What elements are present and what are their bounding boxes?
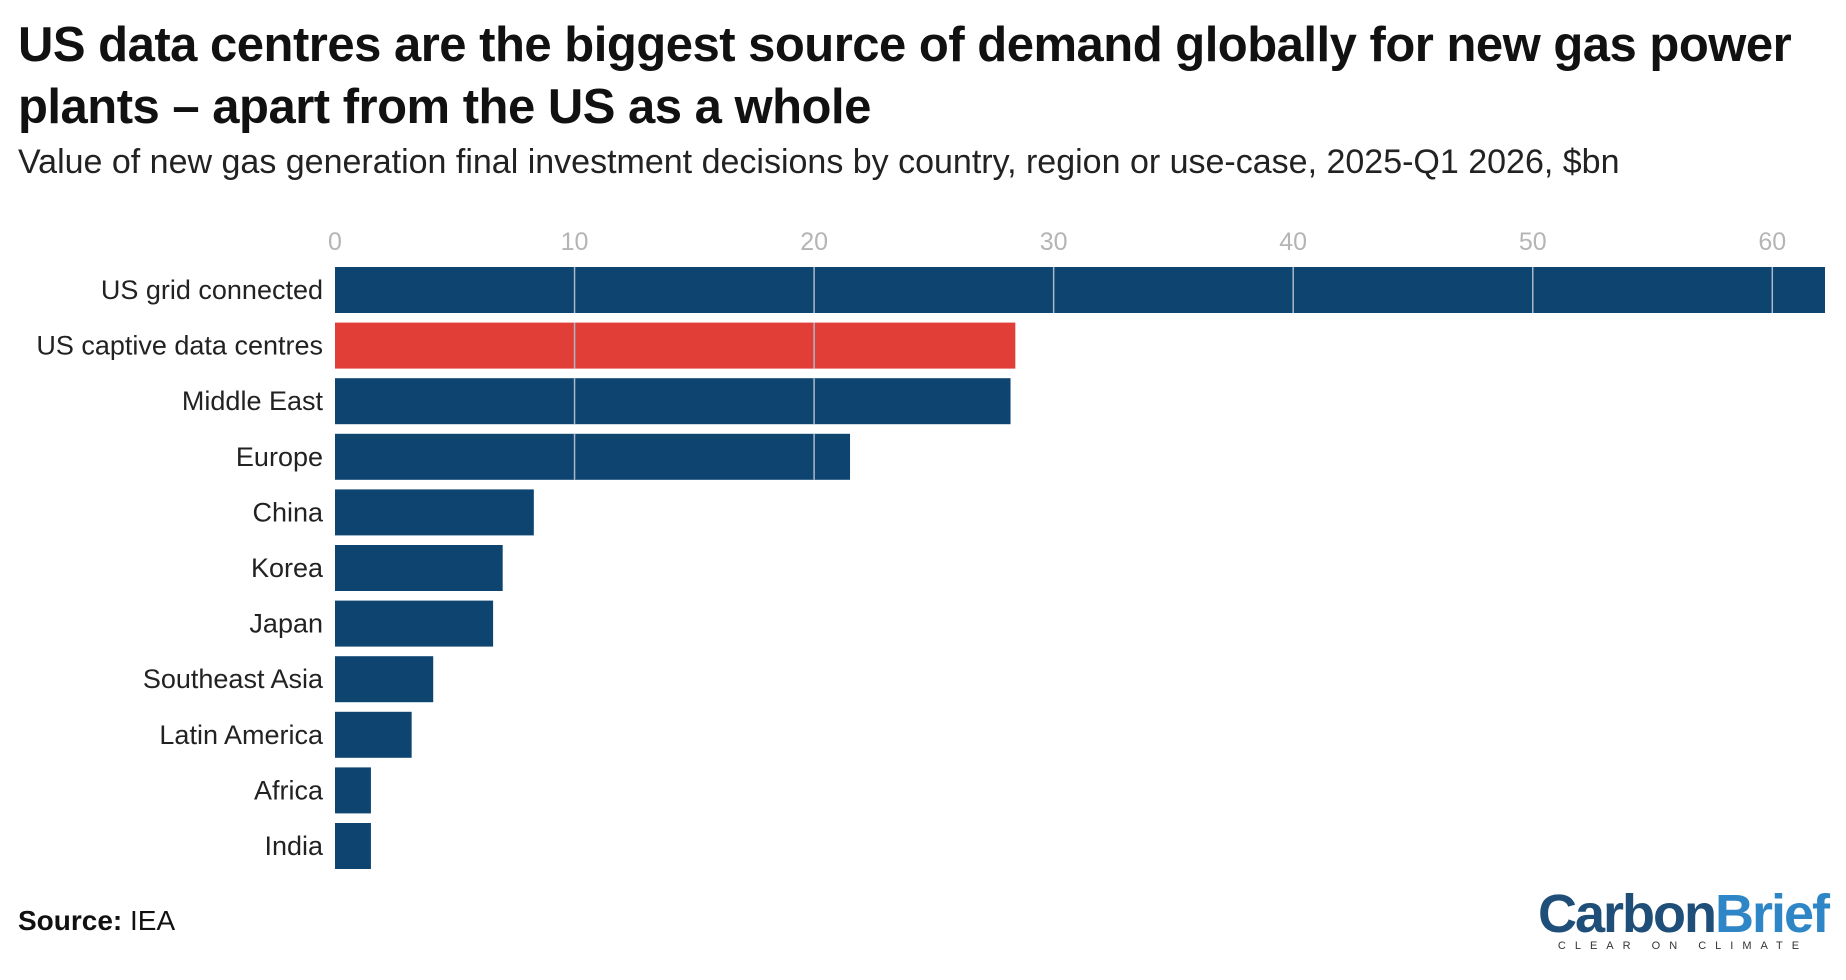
bar [335,656,434,703]
x-axis-ticks: 0 10 20 30 40 50 60 [328,228,1786,256]
category-label: Latin America [159,720,324,750]
category-label: Europe [236,442,323,472]
x-tick-label: 30 [1040,228,1068,256]
category-label: Middle East [182,386,324,416]
logo-carbon: Carbon [1537,884,1717,944]
bars [335,267,1825,869]
x-tick-label: 50 [1519,228,1547,256]
category-label: US captive data centres [36,331,323,361]
bar [335,823,371,869]
source-note: Source: IEA [18,905,175,937]
logo-brief: Brief [1714,884,1830,944]
source-label: Source: [18,905,123,936]
carbonbrief-logo: CarbonBrief CLEAR ON CLIMATE [1537,884,1830,952]
category-label: India [264,831,324,861]
bar [335,378,1011,425]
x-tick-label: 10 [561,228,589,256]
source-text: IEA [130,905,176,936]
chart-title: US data centres are the biggest source o… [18,18,1792,134]
x-tick-label: 0 [328,228,342,256]
bar [335,489,534,536]
bar [335,545,503,591]
bar [335,267,1825,313]
x-tick-label: 20 [800,228,828,256]
gridlines [573,267,1774,480]
category-label: Southeast Asia [143,664,324,694]
bar [335,767,371,814]
bar [335,322,1016,369]
category-label: Korea [251,553,324,583]
bar-chart: 0 10 20 30 40 50 60 US grid connected US captiv… [36,228,1825,869]
x-tick-label: 60 [1758,228,1786,256]
x-tick-label: 40 [1279,228,1307,256]
bar [335,600,494,647]
logo-wordmark: CarbonBrief [1537,884,1830,944]
category-label: China [252,497,324,527]
category-label: US grid connected [101,275,323,305]
category-label: Japan [249,609,323,639]
bar [335,433,851,480]
bar [335,711,412,758]
category-label: Africa [254,775,324,805]
chart-subtitle: Value of new gas generation final invest… [18,143,1620,181]
logo-tagline: CLEAR ON CLIMATE [1557,940,1809,952]
category-labels: US grid connected US captive data centres… [36,275,324,861]
